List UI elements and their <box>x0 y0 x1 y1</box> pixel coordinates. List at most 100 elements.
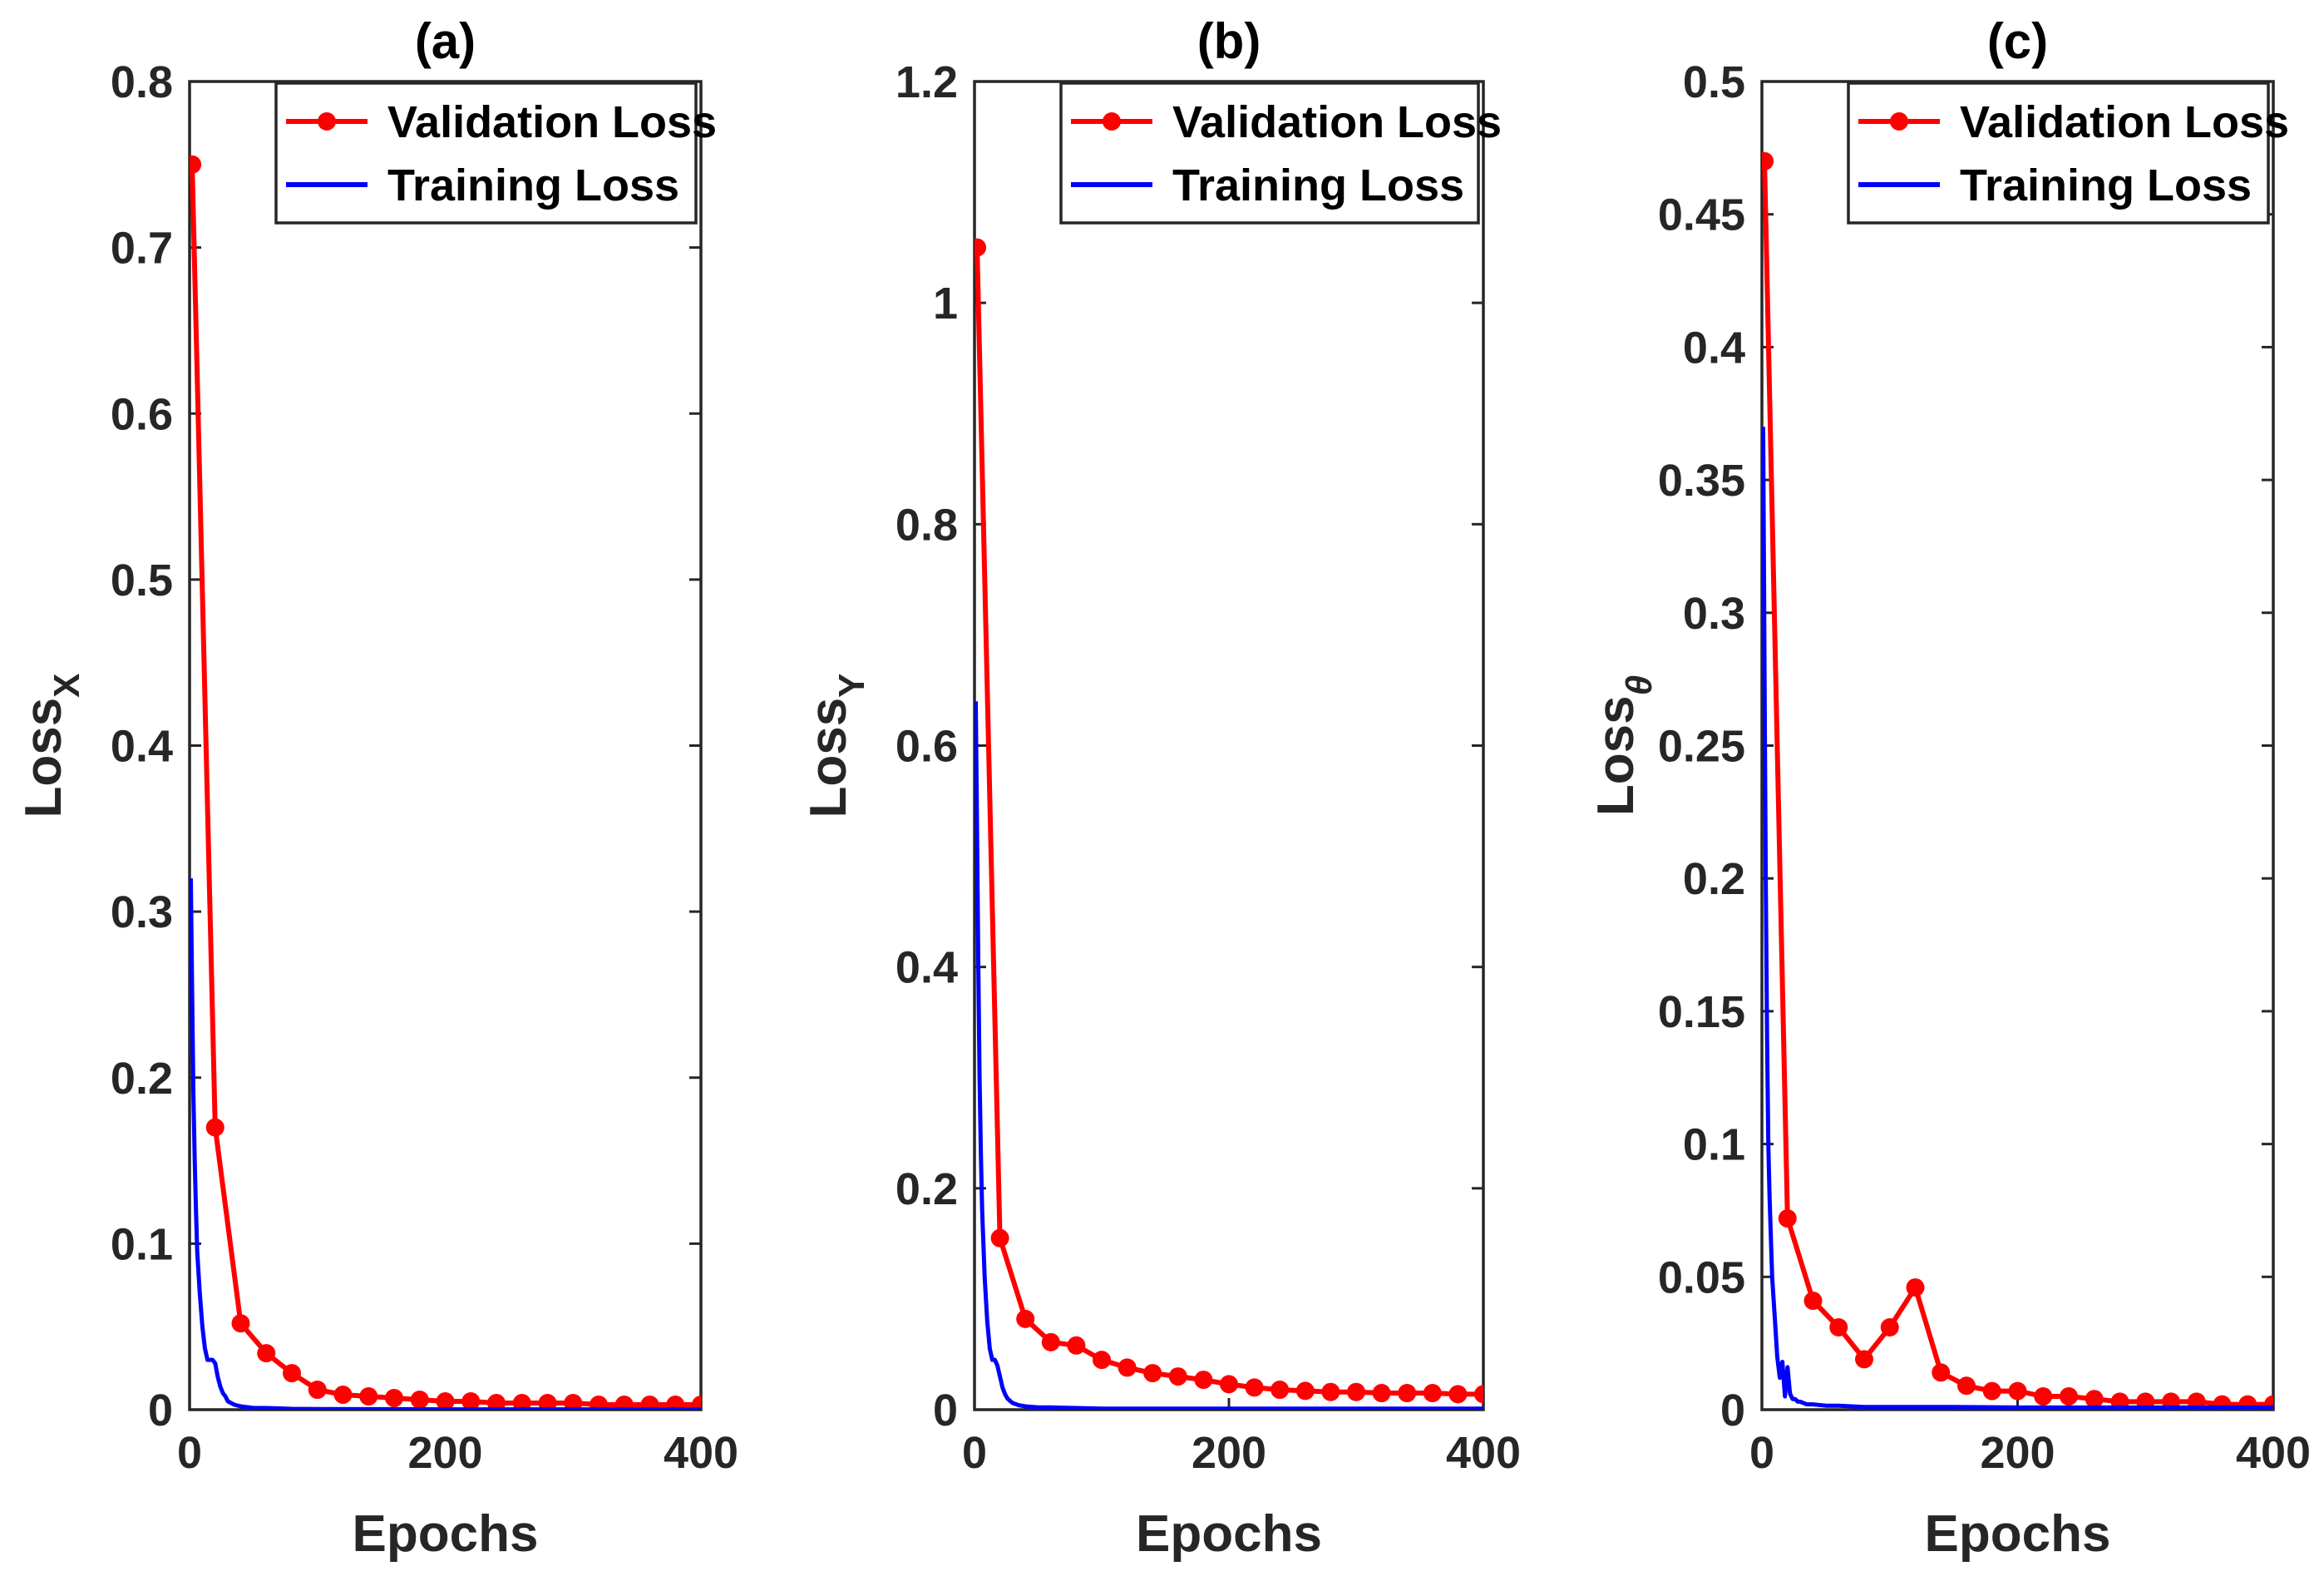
data-point <box>1803 1292 1823 1311</box>
y-tick-label: 0.5 <box>111 556 173 605</box>
x-tick-label: 0 <box>177 1428 202 1478</box>
plot-frame <box>1760 80 2275 1411</box>
y-tick-label: 0.25 <box>1658 722 1745 772</box>
data-point <box>487 1394 506 1410</box>
legend: Validation Loss Training Loss <box>1059 82 1502 225</box>
panel-a: 0 0.1 0.2 0.3 0.4 0.5 0.6 0.7 0.8 0 200 400 (a) Epoch… <box>15 13 738 1563</box>
data-point <box>2136 1392 2155 1410</box>
y-axis-label-main: Loss <box>1587 695 1645 816</box>
data-point <box>538 1394 557 1410</box>
data-point <box>205 1118 225 1137</box>
legend-box <box>274 82 698 225</box>
x-tick-label: 400 <box>1446 1428 1521 1478</box>
data-layer <box>975 238 1483 1410</box>
y-axis-label: LossX <box>15 673 87 818</box>
y-axis-label: Lossθ <box>1587 675 1660 816</box>
data-point <box>1932 1363 1951 1382</box>
x-axis-label: Epochs <box>353 1505 539 1563</box>
data-point <box>1143 1364 1162 1383</box>
y-tick-label: 0.8 <box>896 500 958 550</box>
data-point <box>2085 1390 2104 1409</box>
data-point <box>410 1391 429 1410</box>
data-point <box>1880 1317 1899 1336</box>
data-point <box>2187 1392 2206 1410</box>
data-point <box>385 1389 403 1408</box>
y-axis-label-main: Loss <box>15 698 72 818</box>
data-point <box>2034 1387 2053 1406</box>
data-point <box>512 1394 531 1410</box>
data-layer <box>1762 151 2273 1410</box>
data-point <box>1245 1378 1264 1397</box>
series-line-validation-loss <box>1762 161 2273 1407</box>
y-axis-label-subscript: θ <box>1619 675 1660 696</box>
x-tick-label: 400 <box>664 1428 738 1478</box>
data-point <box>1982 1381 2001 1401</box>
data-point <box>666 1396 685 1410</box>
y-tick-label: 0.4 <box>111 722 173 772</box>
legend-label: Training Loss <box>387 161 679 210</box>
data-point <box>1906 1278 1925 1297</box>
legend: Validation Loss Training Loss <box>1847 82 2289 225</box>
y-tick-label: 0.8 <box>111 57 173 107</box>
legend-marker <box>1103 112 1121 131</box>
data-point <box>1829 1317 1848 1336</box>
data-point <box>975 238 987 257</box>
y-axis-label-subscript: X <box>47 673 87 697</box>
y-tick-label: 0 <box>933 1386 958 1435</box>
x-tick-label: 200 <box>407 1428 482 1478</box>
y-axis-label-main: Loss <box>800 698 857 818</box>
data-point <box>1778 1209 1797 1228</box>
y-tick-label: 0.3 <box>111 887 173 937</box>
data-point <box>1855 1350 1873 1369</box>
x-tick-label: 200 <box>1980 1428 2055 1478</box>
legend-box <box>1847 82 2270 225</box>
data-point <box>640 1396 659 1410</box>
panel-title: (c) <box>1987 13 2048 69</box>
legend-label: Training Loss <box>1960 161 2252 210</box>
data-point <box>1321 1382 1340 1401</box>
series-line-training-loss <box>1762 427 2273 1410</box>
data-point <box>308 1381 327 1400</box>
data-point <box>1762 151 1774 170</box>
x-axis-label: Epochs <box>1925 1505 2111 1563</box>
data-point <box>1067 1336 1086 1355</box>
x-tick-label: 200 <box>1192 1428 1266 1478</box>
data-point <box>257 1344 276 1363</box>
y-axis-label: LossY <box>800 673 872 818</box>
y-tick-label: 0 <box>148 1386 173 1435</box>
y-axis-label-subscript: Y <box>831 673 872 697</box>
data-point <box>1118 1358 1137 1377</box>
data-point <box>1398 1384 1417 1403</box>
series-line-training-loss <box>190 878 701 1410</box>
data-point <box>614 1396 634 1410</box>
y-tick-label: 0 <box>1720 1386 1745 1435</box>
panel-b: 0 0.2 0.4 0.6 0.8 1 1.2 0 200 400 (b) Epochs LossY Va… <box>800 13 1521 1563</box>
data-point <box>231 1314 250 1333</box>
data-point <box>190 155 202 174</box>
data-point <box>2162 1392 2180 1410</box>
data-point <box>461 1392 481 1410</box>
data-point <box>1194 1371 1213 1390</box>
data-point <box>1347 1382 1365 1401</box>
x-tick-label: 0 <box>962 1428 987 1478</box>
x-tick-label: 0 <box>1749 1428 1774 1478</box>
data-point <box>564 1394 583 1410</box>
data-point <box>333 1386 353 1405</box>
y-tick-label: 1.2 <box>896 57 958 107</box>
legend-marker <box>1890 112 1908 131</box>
data-point <box>1423 1384 1442 1403</box>
y-tick-label: 0.3 <box>1683 589 1745 639</box>
y-tick-label: 0.2 <box>896 1164 958 1214</box>
legend-label: Validation Loss <box>1172 97 1502 147</box>
y-tick-label: 0.4 <box>896 943 958 993</box>
series-line-training-loss <box>975 701 1483 1410</box>
legend-label: Validation Loss <box>387 97 717 147</box>
y-tick-label: 0.1 <box>1683 1120 1745 1170</box>
data-point <box>359 1387 378 1406</box>
data-point <box>1448 1385 1468 1404</box>
data-point <box>1168 1367 1187 1386</box>
data-point <box>1093 1351 1111 1370</box>
data-point <box>1957 1376 1976 1396</box>
x-tick-label: 400 <box>2236 1428 2311 1478</box>
